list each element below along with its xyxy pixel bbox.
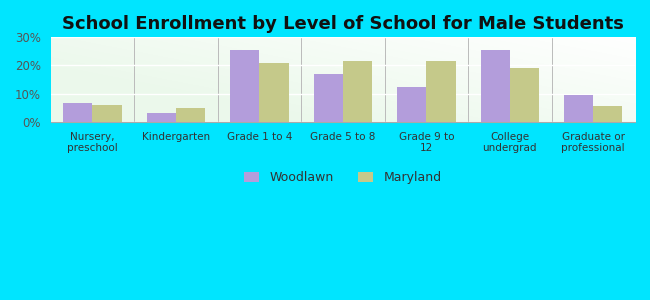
Bar <box>259 63 289 122</box>
Title: School Enrollment by Level of School for Male Students: School Enrollment by Level of School for… <box>62 15 624 33</box>
Bar <box>397 87 426 122</box>
Bar <box>510 68 539 122</box>
Bar <box>147 113 176 122</box>
Bar <box>343 61 372 122</box>
Bar <box>176 108 205 122</box>
Bar <box>480 50 510 122</box>
Bar <box>230 50 259 122</box>
Bar <box>314 74 343 122</box>
Bar <box>593 106 623 122</box>
Bar <box>92 105 122 122</box>
Bar <box>564 95 593 122</box>
Bar <box>426 61 456 122</box>
Legend: Woodlawn, Maryland: Woodlawn, Maryland <box>239 166 447 189</box>
Bar <box>63 103 92 122</box>
